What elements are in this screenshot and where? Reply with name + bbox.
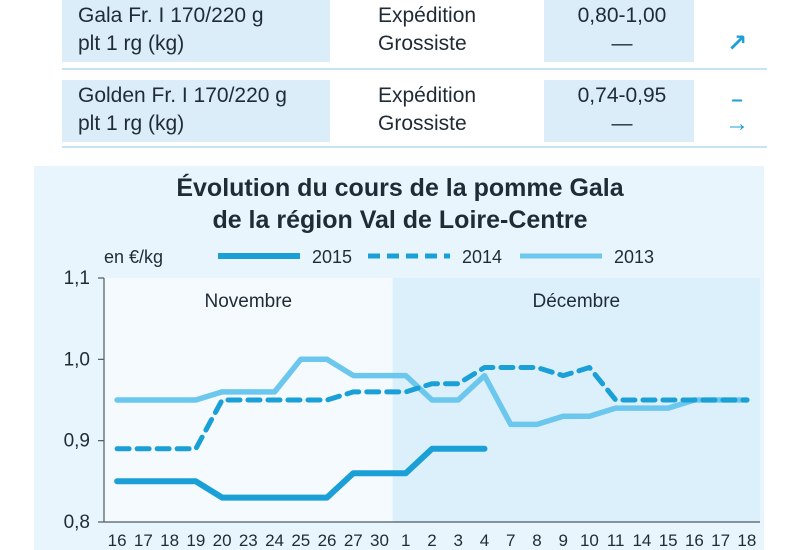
x-tick-label: 3: [454, 531, 463, 550]
month-label: Décembre: [532, 291, 620, 312]
trend-dash: –: [731, 89, 743, 111]
stage-label: Expédition Grossiste: [378, 4, 477, 55]
table-row: Gala Fr. I 170/220 g plt 1 rg (kg) Expéd…: [62, 0, 767, 111]
x-tick-label: 15: [659, 531, 678, 550]
row-divider: [62, 68, 767, 70]
series-line-2014: [114, 365, 750, 452]
x-tick-label: 10: [580, 531, 599, 550]
arrow-right-icon: →: [725, 110, 749, 137]
x-tick-label: 16: [108, 531, 127, 550]
price-table: Gala Fr. I 170/220 g plt 1 rg (kg) Expéd…: [62, 0, 767, 191]
x-tick-label: 25: [291, 531, 310, 550]
product-cell-bg: [62, 0, 330, 62]
y-axis-label: en €/kg: [104, 247, 163, 267]
x-tick-label: 4: [480, 531, 489, 550]
x-tick-label: 8: [532, 531, 541, 550]
product-label: Golden Fr. I 170/220 g plt 1 rg (kg): [78, 84, 287, 135]
x-tick-label: 16: [685, 531, 704, 550]
x-tick-label: 20: [213, 531, 232, 550]
series-line-2013: [114, 356, 750, 428]
x-tick-label: 17: [134, 531, 153, 550]
y-tick-label: 1,0: [64, 349, 90, 370]
stage-label: Expédition Grossiste: [378, 84, 477, 135]
x-tick-label: 24: [265, 531, 284, 550]
x-tick-label: 18: [737, 531, 756, 550]
series-line-2015: [114, 445, 488, 501]
product-cell-bg: [62, 80, 330, 142]
x-tick-label: 1: [401, 531, 410, 550]
x-tick-label: 27: [344, 531, 363, 550]
x-tick-label: 11: [607, 531, 625, 550]
legend-label: 2014: [462, 247, 502, 267]
price-range: 0,74-0,95 —: [577, 84, 667, 135]
y-tick-label: 0,8: [64, 512, 90, 533]
x-tick-label: 9: [558, 531, 567, 550]
chart-title-line: Évolution du cours de la pomme Gala: [176, 173, 624, 202]
y-tick-label: 0,9: [64, 431, 90, 452]
chart-title-line: de la région Val de Loire-Centre: [212, 206, 587, 234]
product-label: Gala Fr. I 170/220 g plt 1 rg (kg): [78, 4, 264, 55]
x-tick-label: 17: [711, 531, 730, 550]
x-tick-label: 7: [506, 531, 515, 550]
price-cell-bg: [544, 80, 694, 142]
x-tick-label: 26: [318, 531, 337, 550]
month-label: Novembre: [204, 291, 292, 312]
x-tick-label: 14: [632, 531, 651, 550]
price-range: 0,80-1,00 —: [577, 4, 667, 55]
x-tick-label: 19: [186, 531, 205, 550]
price-cell-bg: [544, 0, 694, 62]
arrow-up-right-icon: ↗: [726, 30, 748, 57]
table-row: Golden Fr. I 170/220 g plt 1 rg (kg) Exp…: [62, 80, 767, 191]
trend-indicator: ↗ –: [722, 2, 752, 142]
y-tick-label: 1,1: [64, 268, 90, 289]
legend-label: 2013: [614, 247, 654, 267]
x-tick-label: 2: [427, 531, 436, 550]
x-tick-label: 18: [160, 531, 179, 550]
x-tick-label: 23: [239, 531, 258, 550]
legend-label: 2015: [312, 247, 352, 267]
x-tick-label: 30: [370, 531, 389, 550]
row-divider: [62, 146, 767, 148]
